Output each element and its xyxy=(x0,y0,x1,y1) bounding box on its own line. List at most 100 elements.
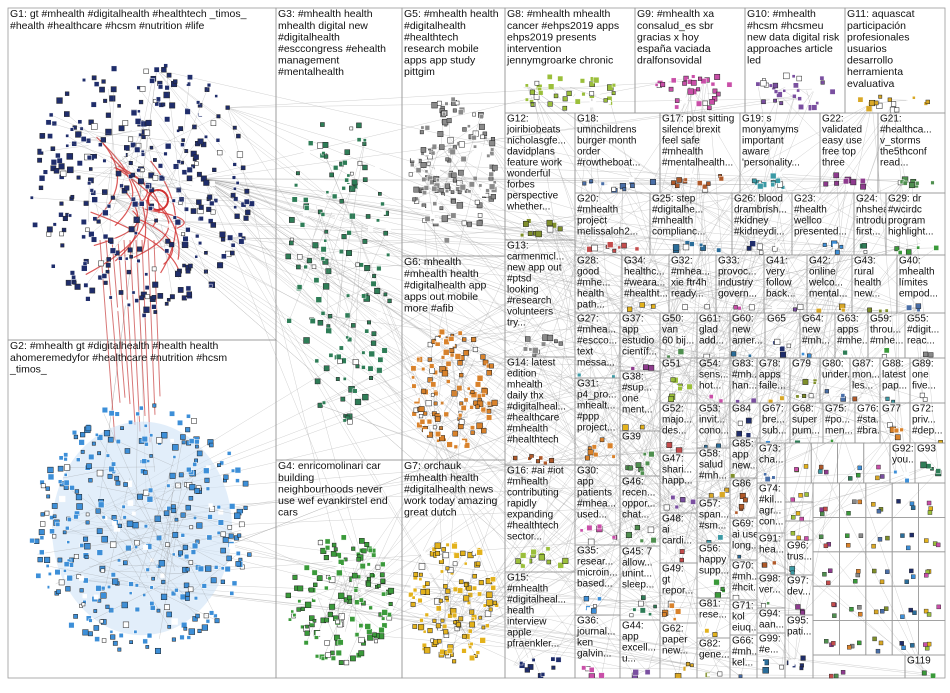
group-label: health xyxy=(507,605,534,616)
group-label: hot... xyxy=(699,380,721,391)
group-label: #health #healthcare #hcsm #nutrition #li… xyxy=(10,20,205,32)
node xyxy=(157,639,161,643)
node xyxy=(237,152,243,158)
node xyxy=(520,553,526,559)
node xyxy=(65,92,69,96)
node xyxy=(379,627,385,633)
group-label: new data digital risk xyxy=(747,31,840,43)
node xyxy=(456,575,459,578)
node xyxy=(305,602,311,608)
node xyxy=(48,572,51,575)
node xyxy=(481,135,485,139)
node xyxy=(612,187,616,191)
node xyxy=(443,552,449,558)
node xyxy=(384,231,388,235)
node xyxy=(486,592,492,598)
group-label: #health xyxy=(794,204,827,215)
node xyxy=(51,159,57,165)
group-label: feel safe xyxy=(662,135,700,146)
node xyxy=(30,196,33,199)
group-label: health xyxy=(854,277,881,288)
node xyxy=(775,339,781,345)
group-label: led xyxy=(747,55,761,67)
node xyxy=(137,259,141,263)
group-label: G82: xyxy=(699,638,721,649)
node xyxy=(95,433,98,436)
group-label: G2: #mhealth gt #digitalhealth #health h… xyxy=(10,340,219,352)
group-label: G24: xyxy=(856,193,878,204)
node xyxy=(204,135,207,138)
node xyxy=(787,79,793,85)
node xyxy=(107,585,110,588)
node xyxy=(761,81,767,87)
node xyxy=(89,167,92,170)
node xyxy=(780,396,785,401)
group-label: management xyxy=(278,55,339,67)
node xyxy=(130,641,133,644)
node xyxy=(237,534,241,538)
group-label: #research xyxy=(507,295,551,306)
node xyxy=(706,182,710,186)
node xyxy=(197,451,202,456)
node xyxy=(846,543,850,547)
node xyxy=(131,110,137,116)
node xyxy=(823,243,826,246)
node xyxy=(530,90,535,95)
node xyxy=(181,533,185,537)
node xyxy=(640,425,644,429)
node xyxy=(445,189,449,193)
node xyxy=(532,347,538,353)
node xyxy=(651,537,657,543)
node xyxy=(442,216,448,222)
node xyxy=(54,168,59,173)
group-label: G22: xyxy=(822,113,844,124)
node xyxy=(199,88,204,93)
node xyxy=(468,190,471,193)
node xyxy=(437,639,441,643)
node xyxy=(746,433,751,438)
node xyxy=(389,602,393,606)
node xyxy=(796,511,800,515)
group-label: healthc... xyxy=(624,266,665,277)
node xyxy=(828,569,832,573)
node xyxy=(597,597,601,601)
node xyxy=(475,200,479,204)
node xyxy=(136,412,140,416)
node xyxy=(185,109,191,115)
node xyxy=(215,604,219,608)
node xyxy=(63,216,68,221)
group-label: #wcirdc xyxy=(888,204,922,215)
group-label: mental... xyxy=(809,288,847,299)
node xyxy=(479,580,484,585)
node xyxy=(336,570,342,576)
node xyxy=(304,337,310,343)
node xyxy=(53,515,56,518)
node xyxy=(99,87,104,92)
node xyxy=(426,400,432,406)
node xyxy=(905,580,909,584)
node xyxy=(864,250,867,253)
group-label: hea... xyxy=(759,544,784,555)
node xyxy=(206,207,211,212)
node xyxy=(879,309,882,312)
node xyxy=(645,534,649,538)
node xyxy=(51,147,55,151)
group-label: G67: xyxy=(762,403,784,414)
node xyxy=(198,566,204,572)
node xyxy=(133,522,139,528)
node xyxy=(328,612,333,617)
node xyxy=(145,184,150,189)
group-label: profesionales xyxy=(847,31,909,43)
group-label: #mhe... xyxy=(870,335,903,346)
node xyxy=(145,285,149,289)
node xyxy=(380,573,384,577)
node xyxy=(440,649,445,654)
group-label: super xyxy=(792,414,818,425)
node xyxy=(109,411,114,416)
node xyxy=(372,553,376,557)
group-label: #sm... xyxy=(699,520,726,531)
group-label: G66: xyxy=(732,635,754,646)
node xyxy=(211,578,216,583)
node xyxy=(347,174,350,177)
node xyxy=(165,302,168,305)
